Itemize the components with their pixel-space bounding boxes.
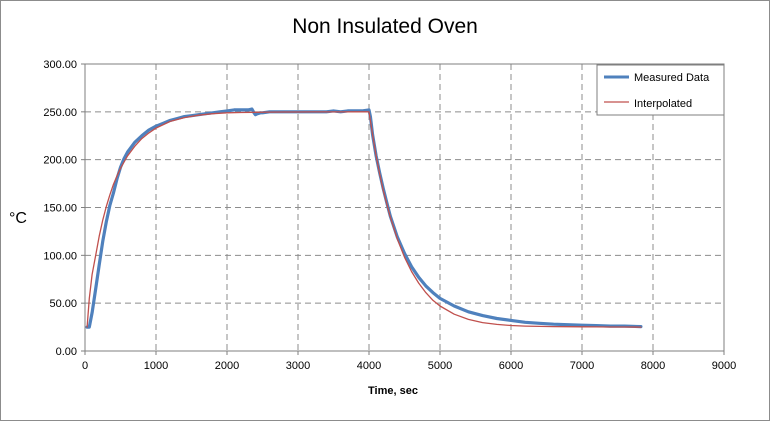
y-tick-label-1: 50.00 <box>49 298 77 310</box>
x-tick-label-7: 7000 <box>570 360 594 372</box>
y-tick-label-0: 0.00 <box>56 346 77 358</box>
x-tick-label-0: 0 <box>82 360 88 372</box>
x-tick-label-6: 6000 <box>499 360 523 372</box>
x-tick-label-4: 4000 <box>357 360 381 372</box>
x-tick-label-1: 1000 <box>144 360 168 372</box>
series-line-measured <box>85 107 643 329</box>
y-axis-label: °C <box>9 210 27 227</box>
axis-ticks: 0.00 50.00 100.00 150.00 200.00 250.00 300.00 0… <box>43 59 736 372</box>
x-axis-label: Time, sec <box>368 385 418 397</box>
legend-box <box>596 64 725 116</box>
y-tick-label-2: 100.00 <box>43 250 77 262</box>
y-tick-label-4: 200.00 <box>43 155 77 167</box>
y-tick-label-5: 250.00 <box>43 107 77 119</box>
y-tick-label-6: 300.00 <box>43 59 77 71</box>
x-tick-label-5: 5000 <box>428 360 452 372</box>
legend: Measured Data Interpolated <box>596 64 725 116</box>
x-tick-label-9: 9000 <box>712 360 736 372</box>
series-line-interpolated <box>86 111 642 328</box>
grid-lines <box>85 64 724 351</box>
chart-title: Non Insulated Oven <box>292 15 478 38</box>
legend-label-interpolated: Interpolated <box>634 98 692 110</box>
y-tick-label-3: 150.00 <box>43 203 77 215</box>
series-lines <box>85 107 643 329</box>
x-tick-label-2: 2000 <box>215 360 239 372</box>
x-tick-label-8: 8000 <box>641 360 665 372</box>
x-tick-label-3: 3000 <box>286 360 310 372</box>
legend-label-measured: Measured Data <box>634 72 710 84</box>
